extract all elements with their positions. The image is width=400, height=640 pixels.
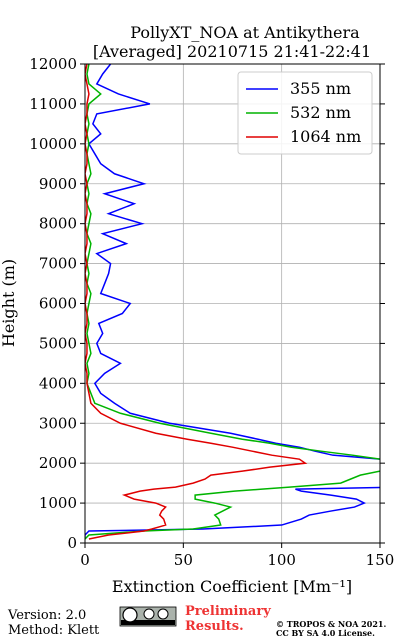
y-tick-label: 11000	[29, 95, 77, 113]
x-tick-label: 100	[267, 551, 296, 569]
ticks: 0 50 100 150 0 1000 2000 3000 4000 5000 6000 7000 80…	[29, 55, 394, 569]
chart-subtitle: [Averaged] 20210715 21:41-22:41	[93, 42, 371, 61]
copyright: © TROPOS & NOA 2021.	[276, 619, 386, 629]
y-tick-label: 9000	[39, 175, 77, 193]
legend-label: 355 nm	[290, 79, 351, 98]
legend-label: 532 nm	[290, 103, 351, 122]
x-tick-label: 50	[174, 551, 193, 569]
version: Version: 2.0	[7, 608, 86, 623]
series-line	[85, 64, 308, 540]
method: Method: Klett	[8, 623, 100, 638]
legend-box	[237, 71, 373, 155]
license-icon	[119, 606, 177, 627]
y-tick-label: 4000	[39, 374, 77, 392]
y-tick-label: 2000	[39, 454, 77, 472]
series-line	[85, 64, 380, 540]
y-tick-label: 3000	[39, 414, 77, 432]
y-axis-label: Height (m)	[0, 259, 18, 347]
legend: 355 nm 532 nm 1064 nm	[237, 71, 373, 155]
status-line: Results.	[185, 619, 244, 634]
legend-label: 1064 nm	[290, 127, 361, 146]
plot-area	[85, 64, 380, 540]
y-tick-label: 10000	[29, 135, 77, 153]
status-line: Preliminary	[185, 604, 271, 619]
y-tick-label: 5000	[39, 334, 77, 352]
y-tick-label: 8000	[39, 215, 77, 233]
y-tick-label: 7000	[39, 255, 77, 273]
y-tick-label: 12000	[29, 55, 77, 73]
license: CC BY SA 4.0 License.	[276, 628, 375, 638]
x-axis-label: Extinction Coefficient [Mm⁻¹]	[112, 577, 352, 596]
y-tick-label: 6000	[39, 295, 77, 313]
x-tick-label: 0	[80, 551, 90, 569]
chart-title: PollyXT_NOA at Antikythera	[130, 23, 360, 42]
y-tick-label: 1000	[39, 494, 77, 512]
y-tick-label: 0	[67, 534, 77, 552]
x-tick-label: 150	[366, 551, 395, 569]
